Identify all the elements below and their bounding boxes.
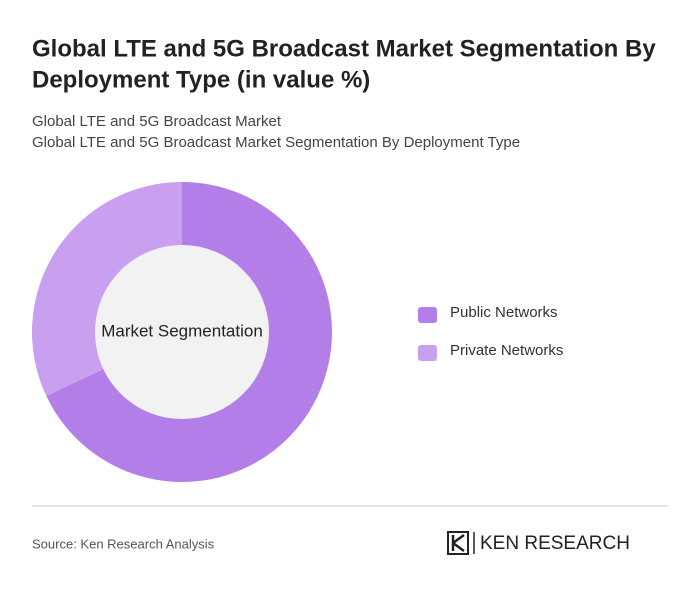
donut-hole — [95, 245, 269, 419]
logo-icon — [447, 531, 469, 555]
legend-label: Public Networks — [450, 304, 558, 321]
logo: KEN RESEARCH — [447, 531, 630, 555]
source: Source: Ken Research Analysis — [32, 536, 215, 551]
center-label: Market Segmentation — [101, 321, 263, 340]
subtitle: Global LTE and 5G Broadcast Market — [32, 113, 282, 130]
legend-swatch — [418, 307, 437, 323]
legend-swatch — [418, 345, 437, 361]
subtitle: Global LTE and 5G Broadcast Market Segme… — [32, 134, 520, 151]
chart-title: Global LTE and 5G Broadcast Market Segme… — [32, 35, 656, 62]
legend-label: Private Networks — [450, 342, 563, 359]
logo-icon — [451, 533, 465, 553]
chart-title: Deployment Type (in value %) — [32, 66, 370, 93]
logo-text: KEN RESEARCH — [480, 533, 630, 554]
